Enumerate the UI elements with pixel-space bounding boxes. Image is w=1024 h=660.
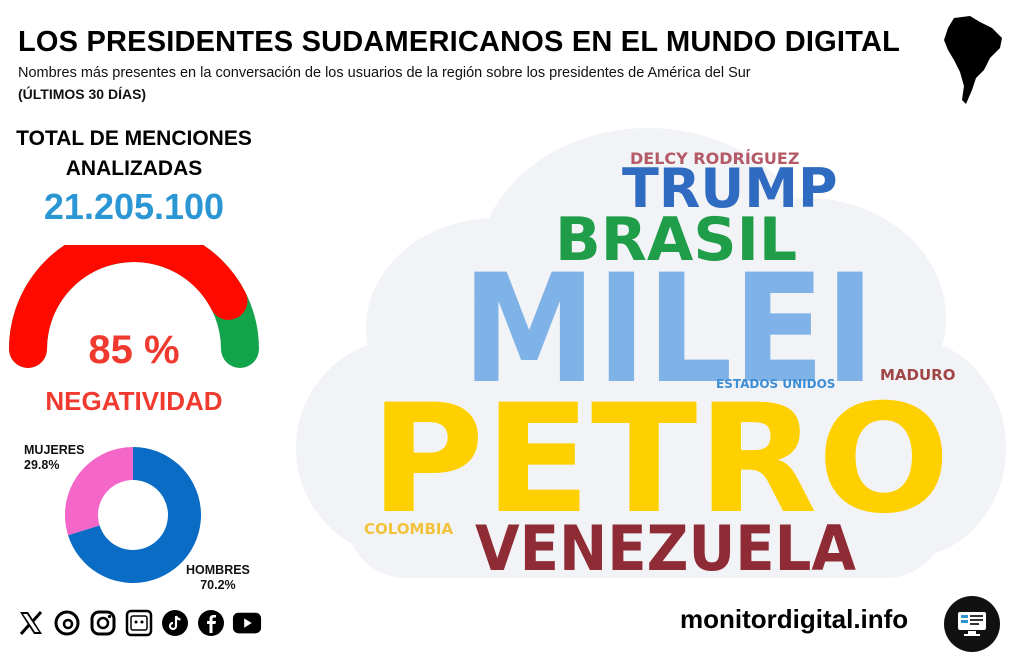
word-cloud-background	[296, 128, 1006, 578]
instagram-icon[interactable]	[88, 608, 118, 638]
donut-slice-women	[65, 447, 133, 536]
women-label-text: MUJERES	[24, 443, 85, 457]
women-label: MUJERES 29.8%	[24, 443, 84, 473]
x-icon[interactable]	[16, 608, 46, 638]
wordcloud-word: MILEI	[462, 243, 876, 417]
men-pct: 70.2%	[200, 578, 236, 592]
monitor-icon	[944, 596, 1000, 652]
period-label: (ÚLTIMOS 30 DÍAS)	[18, 86, 147, 102]
wordcloud-word: BRASIL	[555, 205, 798, 275]
page-title: LOS PRESIDENTES SUDAMERICANOS EN EL MUND…	[18, 26, 901, 58]
youtube-icon[interactable]	[232, 608, 262, 638]
page-subtitle: Nombres más presentes en la conversación…	[18, 65, 751, 81]
wordcloud-word: TRUMP	[622, 157, 838, 220]
social-icons	[16, 608, 262, 638]
wordcloud-word: VENEZUELA	[475, 512, 857, 585]
tiktok-icon[interactable]	[160, 608, 190, 638]
gauge-negative-arc	[9, 245, 248, 368]
total-mentions-label: TOTAL DE MENCIONES ANALIZADAS	[16, 127, 252, 180]
men-label-text: HOMBRES	[186, 563, 250, 577]
news-icon[interactable]	[124, 608, 154, 638]
women-pct: 29.8%	[24, 458, 60, 472]
negativity-gauge	[9, 245, 259, 368]
wordcloud-word: DELCY RODRÍGUEZ	[630, 149, 800, 168]
negativity-label: NEGATIVIDAD	[45, 386, 223, 416]
wordcloud-word: ESTADOS UNIDOS	[716, 377, 836, 391]
gender-donut-chart	[65, 447, 202, 583]
men-label: HOMBRES 70.2%	[186, 563, 250, 593]
wordcloud-word: PETRO	[370, 373, 951, 547]
site-url[interactable]: monitordigital.info	[680, 604, 909, 634]
negativity-value: 85 %	[88, 328, 180, 372]
donut-slice-men	[68, 447, 202, 583]
facebook-icon[interactable]	[196, 608, 226, 638]
south-america-map-icon	[944, 16, 1002, 104]
wordcloud-word: COLOMBIA	[364, 520, 454, 538]
wordcloud-word: MADURO	[880, 366, 956, 384]
threads-icon[interactable]	[52, 608, 82, 638]
total-mentions-value: 21.205.100	[43, 186, 225, 227]
